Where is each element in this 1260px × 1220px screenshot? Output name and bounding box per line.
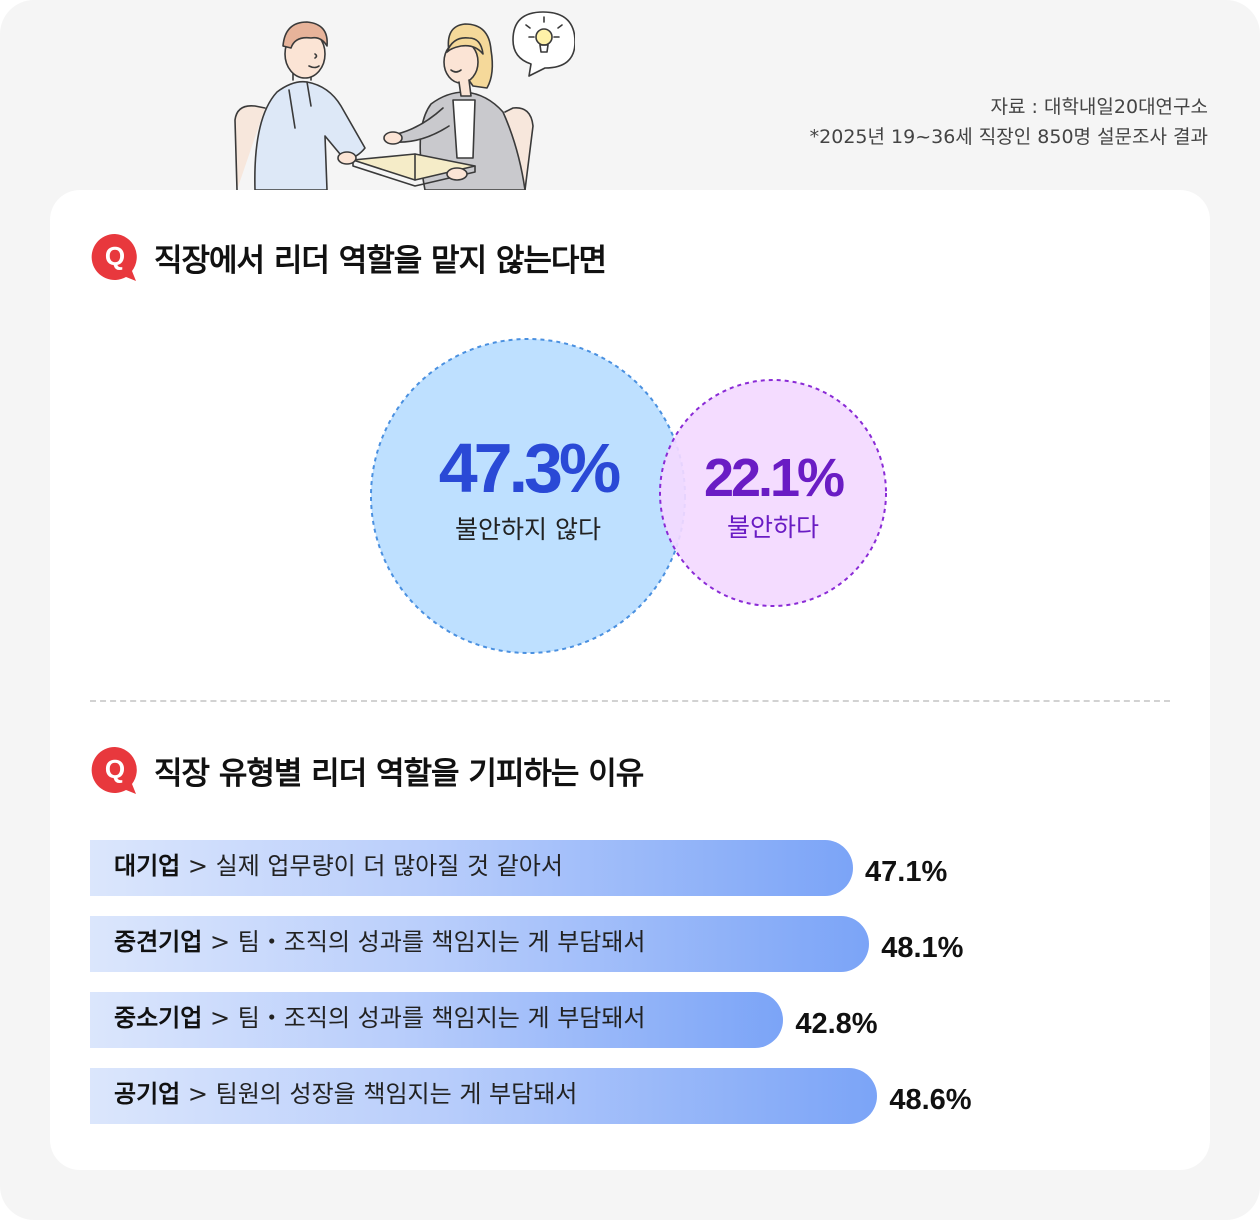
question-1: Q 직장에서 리더 역할을 맡지 않는다면 [90,232,607,282]
source-note: 자료 : 대학내일20대연구소 *2025년 19~36세 직장인 850명 설… [810,92,1208,152]
bar-label: 중소기업 > 팀・조직의 성과를 책임지는 게 부담돼서 [114,992,646,1048]
bar-chart: 대기업 > 실제 업무량이 더 많아질 것 같아서 47.1% 중견기업 > 팀… [90,840,1170,1144]
bar [90,1068,878,1124]
bar-category: 공기업 [114,1080,181,1108]
venn-chart: 47.3% 불안하지 않다 22.1% 불안하다 [370,338,887,654]
section-divider [90,700,1170,702]
bar [90,840,854,896]
bar-value: 48.6% [889,1084,972,1116]
bar-value: 48.1% [881,932,964,964]
bar-label: 대기업 > 실제 업무량이 더 많아질 것 같아서 [114,840,563,896]
q-badge-icon: Q [91,746,137,794]
bar-value: 47.1% [865,856,948,888]
bar-reason: 실제 업무량이 더 많아질 것 같아서 [215,852,563,880]
bar-label: 공기업 > 팀원의 성장을 책임지는 게 부담돼서 [114,1068,577,1124]
bar-separator: > [209,1004,231,1032]
bar-reason: 팀원의 성장을 책임지는 게 부담돼서 [215,1080,578,1108]
label-anxious: 불안하다 [727,513,819,542]
bar-category: 중소기업 [114,1004,203,1032]
bar-row: 중견기업 > 팀・조직의 성과를 책임지는 게 부담돼서 48.1% [90,916,1170,972]
bar-value: 42.8% [795,1008,878,1040]
q-badge-icon: Q [91,233,137,281]
bar-separator: > [209,928,231,956]
bar-row: 공기업 > 팀원의 성장을 책임지는 게 부담돼서 48.6% [90,1068,1170,1124]
bar-separator: > [187,852,208,880]
bar [90,992,784,1048]
value-anxious: 22.1% [704,448,844,508]
venn-circle-anxious [659,379,887,607]
survey-note: *2025년 19~36세 직장인 850명 설문조사 결과 [809,126,1208,148]
bar-separator: > [187,1080,208,1108]
bar-category: 대기업 [114,852,181,880]
source-line: 자료 : 대학내일20대연구소 [990,96,1208,118]
q-badge-label: Q [105,241,125,271]
bar-label: 중견기업 > 팀・조직의 성과를 책임지는 게 부담돼서 [114,916,646,972]
question-2-title: 직장 유형별 리더 역할을 기피하는 이유 [154,755,644,792]
label-not-anxious: 불안하지 않다 [455,515,601,544]
bar-reason: 팀・조직의 성과를 책임지는 게 부담돼서 [237,928,646,956]
value-not-anxious: 47.3% [439,429,620,507]
question-1-title: 직장에서 리더 역할을 맡지 않는다면 [154,242,607,279]
q-badge-label: Q [105,754,125,784]
bar-category: 중견기업 [114,928,203,956]
bar [90,916,870,972]
meeting-illustration [234,11,575,190]
bar-row: 대기업 > 실제 업무량이 더 많아질 것 같아서 47.1% [90,840,1170,896]
content-card: Q 직장에서 리더 역할을 맡지 않는다면 47.3% 불안하지 않다 22.1… [50,190,1210,1170]
question-2: Q 직장 유형별 리더 역할을 기피하는 이유 [90,745,644,795]
bar-row: 중소기업 > 팀・조직의 성과를 책임지는 게 부담돼서 42.8% [90,992,1170,1048]
bar-reason: 팀・조직의 성과를 책임지는 게 부담돼서 [237,1004,646,1032]
